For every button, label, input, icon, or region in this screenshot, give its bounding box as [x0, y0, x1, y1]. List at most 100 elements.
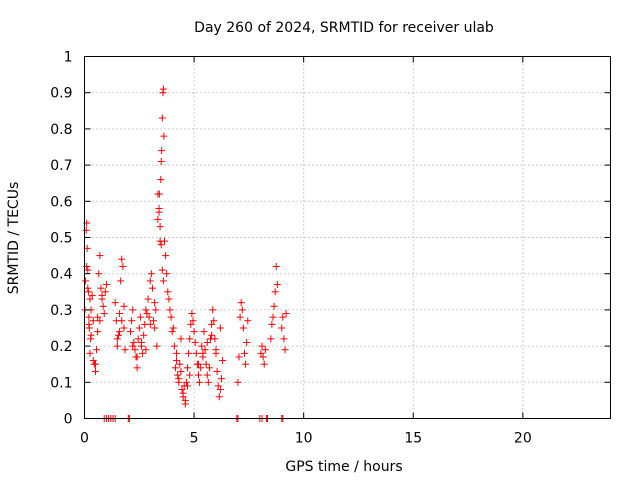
- data-point: [197, 364, 205, 372]
- data-point: [150, 317, 158, 325]
- data-point: [85, 320, 93, 328]
- data-point: [91, 367, 99, 375]
- data-point: [271, 288, 279, 296]
- data-point: [169, 324, 177, 332]
- data-point: [219, 357, 227, 365]
- data-point: [117, 277, 125, 285]
- x-tick-label: 0: [80, 431, 89, 447]
- y-tick-label: 0: [64, 412, 73, 428]
- data-point: [116, 310, 124, 318]
- y-tick-label: 0.6: [50, 194, 72, 210]
- data-point: [168, 328, 176, 336]
- data-point: [203, 338, 211, 346]
- data-point: [178, 386, 186, 394]
- data-point: [167, 313, 175, 321]
- data-point: [99, 302, 107, 310]
- data-point: [146, 320, 154, 328]
- data-point: [213, 367, 221, 375]
- data-point: [210, 317, 218, 325]
- plot-frame: [84, 56, 611, 419]
- data-point: [102, 281, 110, 289]
- data-point: [202, 360, 210, 368]
- data-point: [179, 389, 187, 397]
- data-point: [216, 386, 224, 394]
- data-point: [94, 328, 102, 336]
- data-point: [238, 306, 246, 314]
- data-point: [158, 147, 166, 155]
- y-tick-label: 0.3: [50, 303, 72, 319]
- data-point: [147, 270, 155, 278]
- data-point: [89, 357, 97, 365]
- data-point: [87, 331, 95, 339]
- data-point: [139, 349, 147, 357]
- data-point: [91, 360, 99, 368]
- data-point: [272, 262, 280, 270]
- data-point: [140, 331, 148, 339]
- data-point: [261, 346, 269, 354]
- y-tick-label: 0.2: [50, 339, 72, 355]
- axis-ticks: 00.10.20.30.40.50.60.70.80.910 5 10 15 20: [50, 50, 611, 447]
- data-point: [131, 346, 139, 354]
- data-point: [273, 281, 281, 289]
- data-point: [244, 317, 252, 325]
- data-point: [154, 215, 162, 223]
- data-point: [192, 349, 200, 357]
- data-point: [173, 357, 181, 365]
- grid: [84, 56, 611, 419]
- data-point: [129, 306, 137, 314]
- data-point: [194, 371, 202, 379]
- data-point: [259, 353, 267, 361]
- data-point: [152, 306, 160, 314]
- data-point: [184, 382, 192, 390]
- data-point: [153, 342, 161, 350]
- data-point: [208, 331, 216, 339]
- data-point: [174, 371, 182, 379]
- data-point: [155, 208, 163, 216]
- y-tick-label: 0.1: [50, 375, 72, 391]
- y-tick-label: 0.5: [50, 231, 72, 247]
- data-point: [97, 284, 105, 292]
- data-point: [133, 364, 141, 372]
- data-point: [216, 324, 224, 332]
- data-point: [186, 335, 194, 343]
- data-point: [159, 85, 167, 93]
- data-point: [217, 375, 225, 383]
- data-point: [120, 302, 128, 310]
- data-point: [258, 342, 266, 350]
- data-point: [199, 349, 207, 357]
- data-point: [146, 277, 154, 285]
- data-point: [177, 335, 185, 343]
- x-tick-label: 5: [190, 431, 199, 447]
- data-point: [89, 317, 97, 325]
- data-point: [114, 331, 122, 339]
- data-point: [121, 346, 129, 354]
- data-point: [151, 324, 159, 332]
- data-point: [194, 360, 202, 368]
- data-point: [142, 346, 150, 354]
- data-point: [196, 378, 204, 386]
- data-point: [236, 313, 244, 321]
- data-point: [176, 360, 184, 368]
- data-point: [164, 288, 172, 296]
- data-point: [113, 342, 121, 350]
- data-point: [159, 277, 167, 285]
- data-point: [205, 364, 213, 372]
- data-point: [182, 378, 190, 386]
- data-point: [208, 320, 216, 328]
- data-point: [257, 349, 265, 357]
- y-tick-label: 0.4: [50, 267, 72, 283]
- data-point: [209, 306, 217, 314]
- data-point: [177, 367, 185, 375]
- data-point: [214, 382, 222, 390]
- data-point: [234, 378, 242, 386]
- data-point: [88, 291, 96, 299]
- data-points: [81, 85, 290, 422]
- data-point: [111, 299, 119, 307]
- y-axis-label: SRMTID / TECUs: [6, 182, 22, 295]
- data-point: [239, 324, 247, 332]
- x-tick-label: 20: [514, 431, 532, 447]
- x-axis-label: GPS time / hours: [285, 459, 402, 475]
- data-point: [200, 328, 208, 336]
- data-point: [186, 371, 194, 379]
- data-point: [144, 295, 152, 303]
